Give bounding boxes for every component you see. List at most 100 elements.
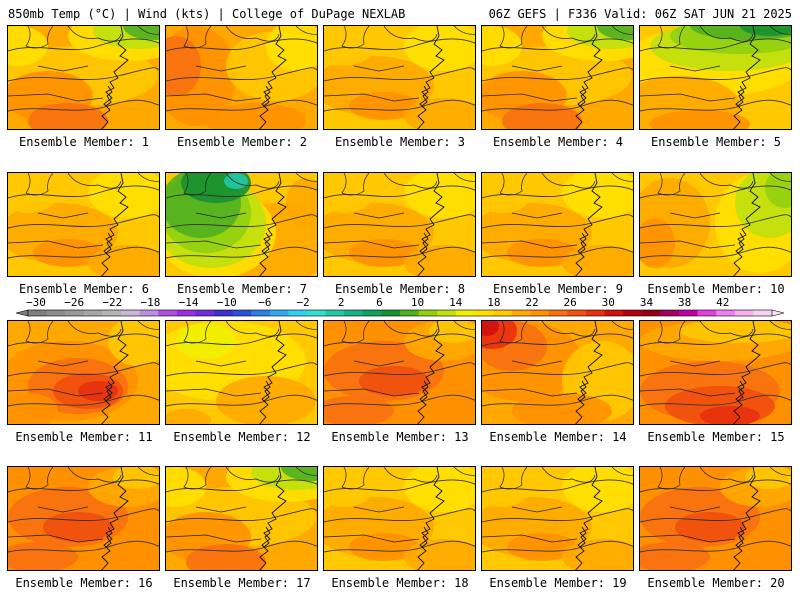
colorbar-swatch bbox=[195, 310, 215, 316]
valid-time: 06Z GEFS | F336 Valid: 06Z SAT JUN 21 20… bbox=[488, 7, 792, 21]
map-panel-member-7 bbox=[165, 172, 318, 277]
temperature-field-map bbox=[324, 467, 475, 570]
map-panel-member-6 bbox=[7, 172, 160, 277]
colorbar-swatch bbox=[418, 310, 438, 316]
panel-label: Ensemble Member: 18 bbox=[331, 576, 469, 590]
panel-label: Ensemble Member: 14 bbox=[489, 430, 627, 444]
temperature-field-map bbox=[8, 467, 159, 570]
colorbar-swatch bbox=[753, 310, 773, 316]
panel-label: Ensemble Member: 7 bbox=[176, 282, 308, 296]
colorbar-tick-label: −26 bbox=[64, 296, 84, 309]
colorbar-tick-label: 38 bbox=[678, 296, 691, 309]
colorbar-tick-label: −22 bbox=[102, 296, 122, 309]
temperature-field-map bbox=[482, 467, 633, 570]
panel-label: Ensemble Member: 19 bbox=[489, 576, 627, 590]
colorbar-tick-label: 10 bbox=[411, 296, 424, 309]
temperature-field-map bbox=[324, 173, 475, 276]
temperature-field-map bbox=[640, 173, 791, 276]
colorbar-tick-label: 34 bbox=[640, 296, 654, 309]
map-panel-member-14 bbox=[481, 320, 634, 425]
temperature-field-map bbox=[482, 173, 633, 276]
temperature-field-map bbox=[166, 467, 317, 570]
panel-label: Ensemble Member: 15 bbox=[647, 430, 785, 444]
panel-label: Ensemble Member: 13 bbox=[331, 430, 469, 444]
colorbar-swatch bbox=[493, 310, 512, 316]
map-panel-member-16 bbox=[7, 466, 160, 571]
colorbar-swatch bbox=[65, 310, 85, 316]
colorbar-swatch bbox=[567, 310, 587, 316]
colorbar-tick-label: −2 bbox=[296, 296, 309, 309]
colorbar-tick-label: 2 bbox=[338, 296, 345, 309]
temperature-field-map bbox=[8, 321, 159, 424]
colorbar-left-arrow bbox=[15, 309, 29, 317]
colorbar-swatch bbox=[716, 310, 736, 316]
temperature-field-map bbox=[324, 321, 475, 424]
map-panel-member-13 bbox=[323, 320, 476, 425]
map-panel-member-19 bbox=[481, 466, 634, 571]
colorbar-swatch bbox=[437, 310, 457, 316]
colorbar-swatch bbox=[251, 310, 271, 316]
colorbar-tick-label: −6 bbox=[258, 296, 271, 309]
colorbar-swatch bbox=[269, 310, 289, 316]
map-panel-member-1 bbox=[7, 25, 160, 130]
colorbar-swatch bbox=[307, 310, 326, 316]
map-panel-member-12 bbox=[165, 320, 318, 425]
colorbar-swatch bbox=[288, 310, 308, 316]
temperature-field-map bbox=[166, 321, 317, 424]
colorbar-swatch bbox=[214, 310, 233, 316]
colorbar-swatch bbox=[530, 310, 550, 316]
colorbar-swatch bbox=[102, 310, 122, 316]
map-panel-member-3 bbox=[323, 25, 476, 130]
chart-title: 850mb Temp (°C) | Wind (kts) | College o… bbox=[8, 7, 406, 21]
colorbar-tick-label: 26 bbox=[564, 296, 577, 309]
temperature-field-map bbox=[640, 467, 791, 570]
colorbar-swatch bbox=[381, 310, 401, 316]
colorbar-swatch bbox=[734, 310, 754, 316]
colorbar-swatch bbox=[121, 310, 140, 316]
colorbar-tick-label: −30 bbox=[26, 296, 46, 309]
panel-label: Ensemble Member: 5 bbox=[650, 135, 782, 149]
colorbar-swatch bbox=[46, 310, 66, 316]
temperature-field-map bbox=[166, 26, 317, 129]
map-panel-member-8 bbox=[323, 172, 476, 277]
colorbar-swatch bbox=[28, 310, 47, 316]
map-panel-member-10 bbox=[639, 172, 792, 277]
colorbar-swatch bbox=[455, 310, 475, 316]
temperature-field-map bbox=[166, 173, 317, 276]
map-panel-member-17 bbox=[165, 466, 318, 571]
colorbar-swatch bbox=[176, 310, 196, 316]
panel-label: Ensemble Member: 8 bbox=[334, 282, 466, 296]
panel-label: Ensemble Member: 1 bbox=[18, 135, 150, 149]
map-panel-member-15 bbox=[639, 320, 792, 425]
temperature-field-map bbox=[482, 321, 633, 424]
colorbar-swatch bbox=[83, 310, 103, 316]
colorbar-tick-label: −14 bbox=[179, 296, 199, 309]
panel-label: Ensemble Member: 4 bbox=[492, 135, 624, 149]
colorbar-swatch bbox=[400, 310, 419, 316]
map-panel-member-5 bbox=[639, 25, 792, 130]
colorbar-swatch bbox=[325, 310, 345, 316]
temperature-field-map bbox=[640, 26, 791, 129]
panel-label: Ensemble Member: 9 bbox=[492, 282, 624, 296]
temperature-field-map bbox=[640, 321, 791, 424]
colorbar-tick-label: −10 bbox=[217, 296, 237, 309]
colorbar-swatch bbox=[697, 310, 717, 316]
map-panel-member-18 bbox=[323, 466, 476, 571]
panel-label: Ensemble Member: 11 bbox=[15, 430, 153, 444]
colorbar-tick-label: 6 bbox=[376, 296, 383, 309]
colorbar-swatch bbox=[604, 310, 624, 316]
colorbar-tick-label: 18 bbox=[487, 296, 500, 309]
panel-label: Ensemble Member: 6 bbox=[18, 282, 150, 296]
colorbar-swatch bbox=[474, 310, 494, 316]
temperature-colorbar: −30 −26 −22 −18 −14 −10 −6 −2 2 6 10 14 18 22 26 30 34 38… bbox=[15, 296, 785, 317]
panel-label: Ensemble Member: 20 bbox=[647, 576, 785, 590]
panel-label: Ensemble Member: 16 bbox=[15, 576, 153, 590]
colorbar-swatch bbox=[511, 310, 531, 316]
temperature-field-map bbox=[8, 26, 159, 129]
temperature-field-map bbox=[8, 173, 159, 276]
colorbar-swatch bbox=[362, 310, 382, 316]
panel-label: Ensemble Member: 17 bbox=[173, 576, 311, 590]
colorbar-swatch bbox=[548, 310, 568, 316]
panel-label: Ensemble Member: 12 bbox=[173, 430, 311, 444]
temperature-field-map bbox=[482, 26, 633, 129]
